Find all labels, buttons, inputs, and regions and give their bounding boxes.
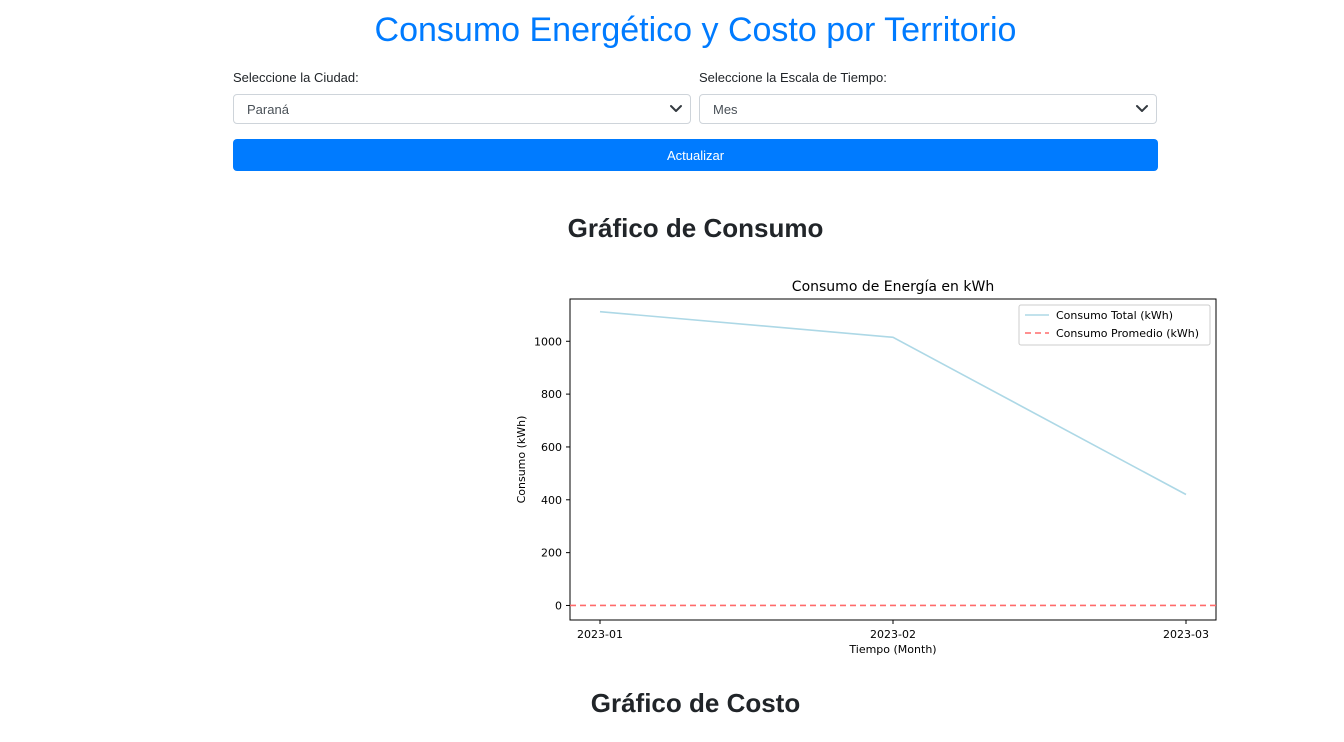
- y-tick-label: 0: [555, 599, 562, 612]
- cost-section-title: Gráfico de Costo: [590, 688, 801, 718]
- chevron-down-icon: [670, 105, 682, 112]
- timescale-label: Seleccione la Escala de Tiempo:: [699, 70, 887, 85]
- city-select[interactable]: Paraná: [233, 94, 691, 124]
- chart-title: Consumo de Energía en kWh: [792, 279, 994, 295]
- page-title: Consumo Energético y Costo por Territori…: [374, 11, 1017, 49]
- city-label: Seleccione la Ciudad:: [233, 70, 359, 85]
- y-tick-label: 400: [541, 494, 562, 507]
- update-button[interactable]: Actualizar: [233, 139, 1158, 171]
- x-tick-label: 2023-01: [577, 628, 623, 641]
- city-select-value: Paraná: [247, 102, 289, 117]
- plot-area: [569, 298, 1217, 621]
- legend-label: Consumo Total (kWh): [1056, 309, 1173, 322]
- y-tick-label: 600: [541, 441, 562, 454]
- series-line-1: [599, 310, 1187, 496]
- x-axis-label: Tiempo (Month): [848, 643, 936, 656]
- consumption-section-title: Gráfico de Consumo: [567, 213, 824, 243]
- legend-box: [1018, 304, 1211, 346]
- y-axis-label: Consumo (kWh): [515, 416, 528, 504]
- y-tick-label: 800: [541, 388, 562, 401]
- y-tick-label: 1000: [534, 335, 562, 348]
- timescale-select[interactable]: Mes: [699, 94, 1157, 124]
- timescale-select-value: Mes: [713, 102, 738, 117]
- city-field: Seleccione la Ciudad: Paraná: [233, 68, 691, 124]
- chevron-down-icon: [1136, 105, 1148, 112]
- timescale-field: Seleccione la Escala de Tiempo: Mes: [699, 68, 1157, 124]
- x-tick-label: 2023-02: [870, 628, 916, 641]
- x-tick-label: 2023-03: [1163, 628, 1209, 641]
- legend-label: Consumo Promedio (kWh): [1056, 327, 1199, 340]
- y-tick-label: 200: [541, 547, 562, 560]
- consumption-chart: Consumo de Energía en kWh 0 200 400 600 800 10…: [515, 279, 1217, 656]
